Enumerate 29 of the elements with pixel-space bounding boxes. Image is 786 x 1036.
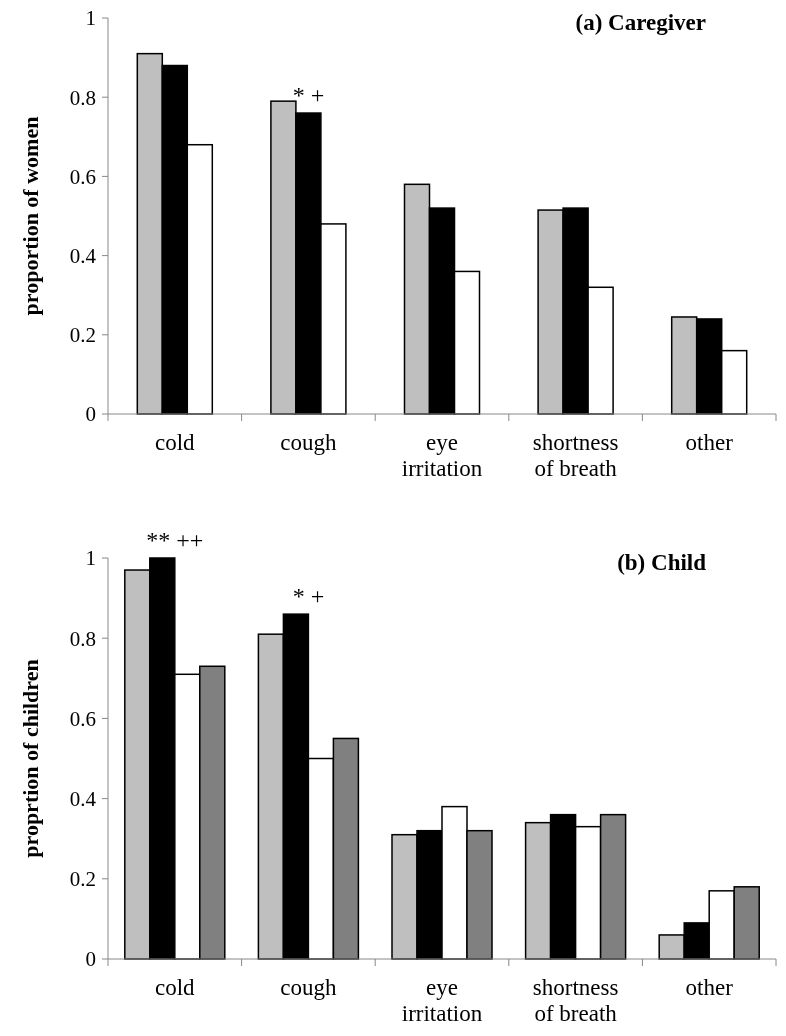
y-tick-label: 0.6 <box>69 164 96 189</box>
y-tick-label: 0.8 <box>69 626 96 651</box>
chart-title: (b) Child <box>617 550 707 575</box>
x-tick-label: other <box>685 975 734 1000</box>
x-tick-label: eye irritation <box>401 430 483 481</box>
x-tick-label: shortness of breath <box>532 430 619 481</box>
y-tick-label: 0 <box>85 947 96 972</box>
y-tick-label: 0.2 <box>69 867 96 892</box>
x-tick-label: shortness of breath <box>532 975 619 1026</box>
y-tick-label: 0.4 <box>69 786 97 811</box>
y-tick-label: 1 <box>85 546 96 571</box>
x-tick-label: other <box>685 430 734 455</box>
y-axis-title: proportion of women <box>18 116 43 316</box>
y-tick-label: 0.2 <box>69 323 96 348</box>
x-tick-label: eye irritation <box>401 975 483 1026</box>
annotation: * + <box>292 583 325 610</box>
y-tick-label: 0.6 <box>69 706 96 731</box>
annotation: * + <box>292 82 325 109</box>
y-tick-label: 0 <box>85 402 96 427</box>
y-tick-label: 0.4 <box>69 243 97 268</box>
x-tick-label: cold <box>155 430 196 455</box>
y-tick-label: 0.8 <box>69 85 96 110</box>
x-tick-label: cough <box>280 975 337 1000</box>
y-axis-title: proprtion of children <box>18 659 43 858</box>
chart-title: (a) Caregiver <box>575 10 706 35</box>
annotation: ** ++ <box>146 527 204 553</box>
y-tick-label: 1 <box>85 6 96 31</box>
x-tick-label: cold <box>155 975 196 1000</box>
x-tick-label: cough <box>280 430 337 455</box>
